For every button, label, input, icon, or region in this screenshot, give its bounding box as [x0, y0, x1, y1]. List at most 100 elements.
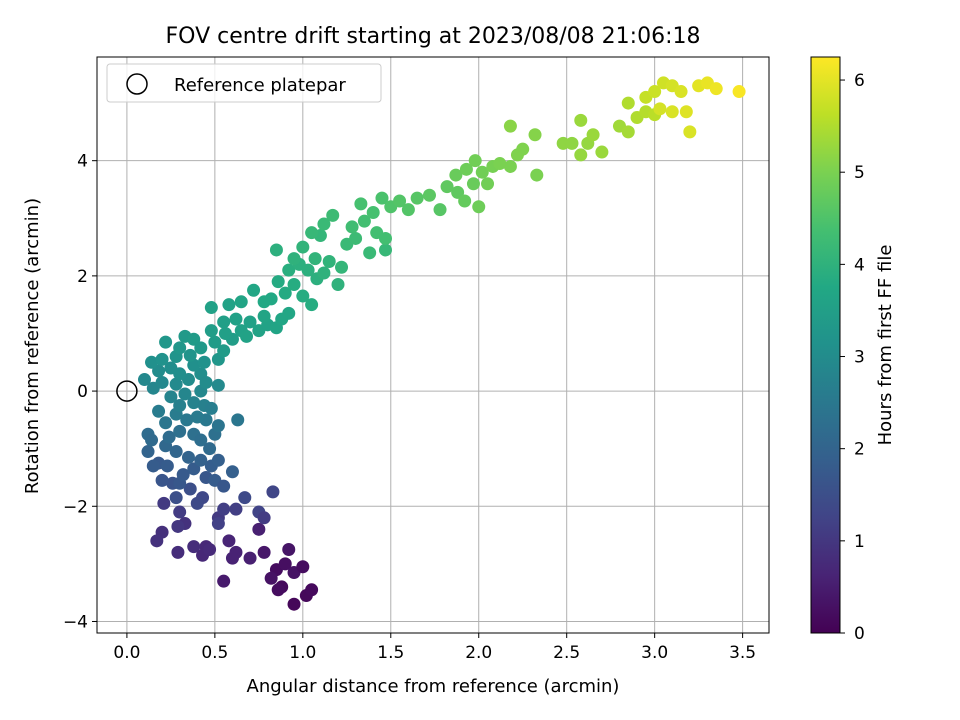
data-point	[171, 545, 185, 559]
data-point	[732, 85, 746, 99]
data-point	[146, 459, 160, 473]
colorbar-tick-label: 1	[854, 532, 865, 552]
data-point	[194, 453, 208, 467]
data-point	[173, 341, 187, 355]
data-point	[621, 125, 635, 139]
data-point	[282, 542, 296, 556]
data-point	[393, 194, 407, 208]
data-point	[197, 355, 211, 369]
data-point	[217, 315, 231, 329]
data-point	[574, 113, 588, 127]
data-point	[190, 496, 204, 510]
data-point	[653, 102, 667, 116]
data-point	[155, 473, 169, 487]
data-point	[530, 168, 544, 182]
data-point	[308, 252, 322, 266]
data-point	[194, 433, 208, 447]
colorbar-tick-label: 2	[854, 440, 865, 460]
colorbar-tick-label: 6	[854, 71, 865, 91]
data-point	[211, 517, 225, 531]
data-point	[211, 419, 225, 433]
data-point	[160, 459, 174, 473]
data-point	[264, 292, 278, 306]
y-tick-label: −4	[63, 612, 88, 632]
data-point	[187, 462, 201, 476]
data-point	[401, 203, 415, 217]
y-axis-ticks: −4 −2 0 2 4	[63, 152, 97, 632]
data-point	[243, 551, 257, 565]
data-point	[375, 191, 389, 205]
data-point	[204, 301, 218, 315]
data-point	[217, 502, 231, 516]
data-point	[137, 373, 151, 387]
data-point	[322, 254, 336, 268]
data-point	[217, 344, 231, 358]
data-point	[595, 145, 609, 159]
data-point	[159, 335, 173, 349]
x-axis-label: Angular distance from reference (arcmin)	[247, 676, 620, 697]
data-point	[204, 401, 218, 415]
data-point	[169, 377, 183, 391]
data-point	[621, 96, 635, 110]
data-point	[271, 583, 285, 597]
data-point	[282, 263, 296, 277]
data-point	[173, 424, 187, 438]
data-point	[565, 136, 579, 150]
data-point	[203, 542, 217, 556]
colorbar-tick-label: 0	[854, 624, 865, 644]
data-point	[674, 85, 688, 99]
data-point	[458, 194, 472, 208]
x-tick-label: 0.0	[113, 643, 140, 663]
data-point	[218, 326, 232, 340]
data-point	[257, 309, 271, 323]
data-point	[217, 479, 231, 493]
data-point	[190, 410, 204, 424]
data-point	[357, 214, 371, 228]
data-point	[217, 574, 231, 588]
data-point	[208, 335, 222, 349]
data-point	[451, 185, 465, 199]
data-point	[211, 378, 225, 392]
data-point	[472, 200, 486, 214]
data-point	[709, 82, 723, 96]
reference-platepar-marker	[116, 380, 138, 402]
data-point	[287, 278, 301, 292]
data-point	[257, 545, 271, 559]
data-point	[180, 413, 194, 427]
data-point	[296, 240, 310, 254]
data-point	[317, 266, 331, 280]
data-point	[503, 119, 517, 133]
data-point	[225, 465, 239, 479]
data-point	[503, 159, 517, 173]
x-axis-ticks: 0.0 0.5 1.0 1.5 2.0 2.5 3.0 3.5	[113, 633, 756, 663]
data-points	[137, 76, 746, 611]
data-point	[252, 522, 266, 536]
data-point	[305, 226, 319, 240]
colorbar-label: Hours from first FF file	[875, 245, 896, 446]
data-point	[169, 491, 183, 505]
data-point	[264, 571, 278, 585]
legend-marker-reference	[126, 73, 148, 95]
data-point	[176, 468, 190, 482]
data-point	[222, 534, 236, 548]
data-point	[379, 231, 393, 245]
legend: Reference platepar	[106, 63, 382, 103]
reference-marker	[116, 380, 138, 402]
data-point	[145, 355, 159, 369]
data-point	[278, 557, 292, 571]
y-tick-label: 2	[77, 267, 88, 287]
data-point	[422, 188, 436, 202]
data-point	[194, 341, 208, 355]
data-point	[162, 430, 176, 444]
colorbar: 0 1 2 3 4 5 6 Hours from first FF file	[810, 56, 896, 644]
data-point	[152, 364, 166, 378]
data-point	[181, 450, 195, 464]
data-point	[225, 551, 239, 565]
data-point	[145, 433, 159, 447]
data-point	[150, 534, 164, 548]
colorbar-gradient	[810, 56, 841, 634]
data-point	[305, 583, 319, 597]
data-point	[459, 162, 473, 176]
data-point	[229, 312, 243, 326]
